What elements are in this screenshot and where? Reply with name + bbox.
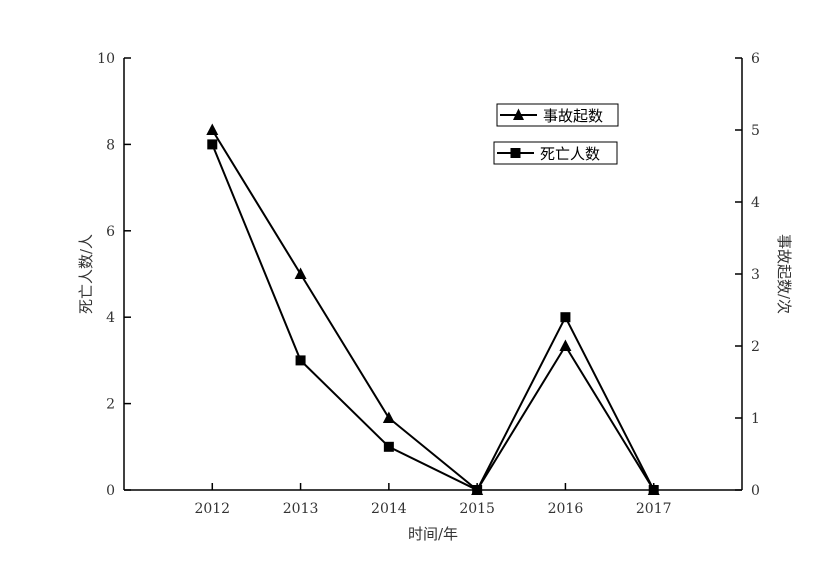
triangle-point (206, 123, 219, 135)
legend-box-deaths (493, 141, 618, 165)
right-tick-label: 1 (751, 411, 760, 427)
series-line (211, 144, 655, 492)
right-tick-label: 2 (751, 339, 760, 355)
right-axis-title: 事故起数/次 (775, 234, 793, 314)
square-point (560, 312, 571, 323)
legend-triangle-icon (513, 108, 524, 120)
left-axis-title: 死亡人数/人 (77, 234, 95, 314)
legend-label-deaths: 死亡人数 (540, 145, 600, 163)
x-tick-label: 2015 (459, 501, 495, 517)
left-tick-label: 2 (106, 397, 115, 413)
x-tick-label: 2012 (194, 501, 230, 517)
right-tick-label: 0 (751, 483, 760, 499)
right-tick-label: 3 (751, 267, 760, 283)
x-tick-label: 2016 (548, 501, 584, 517)
x-tick-label: 2014 (371, 501, 407, 517)
series-line (211, 129, 655, 492)
left-tick-label: 4 (106, 310, 115, 326)
left-tick-label: 10 (97, 51, 115, 67)
triangle-point (294, 267, 307, 279)
square-point (472, 485, 483, 495)
left-tick-label: 0 (106, 483, 115, 499)
right-tick-label: 4 (751, 195, 760, 211)
legend-item-deaths: 死亡人数 (493, 141, 618, 165)
x-axis-ticks: 2012 2013 2014 2015 2016 2017 (194, 483, 672, 517)
right-tick-label: 6 (751, 51, 760, 67)
square-point (207, 139, 218, 150)
series-layer (206, 123, 660, 495)
series-accidents (206, 123, 660, 495)
left-tick-label: 8 (106, 137, 115, 153)
right-tick-label: 5 (751, 123, 760, 139)
legend-square-icon (510, 148, 521, 158)
legend-box-accidents (496, 103, 619, 127)
right-axis-ticks: 0 1 2 3 4 5 6 (735, 51, 760, 499)
triangle-point (382, 411, 395, 423)
legend-item-accidents: 事故起数 (496, 103, 619, 127)
square-point (383, 441, 394, 452)
legend: 事故起数 死亡人数 (493, 103, 619, 165)
left-axis-ticks: 0 2 4 6 8 10 (97, 51, 131, 499)
square-point (295, 355, 306, 366)
x-axis-title: 时间/年 (408, 525, 458, 543)
legend-label-accidents: 事故起数 (543, 107, 603, 125)
left-tick-label: 6 (106, 224, 115, 240)
x-tick-label: 2017 (636, 501, 672, 517)
x-tick-label: 2013 (283, 501, 319, 517)
square-point (648, 485, 659, 495)
series-deaths (207, 139, 659, 495)
triangle-point (559, 339, 572, 351)
